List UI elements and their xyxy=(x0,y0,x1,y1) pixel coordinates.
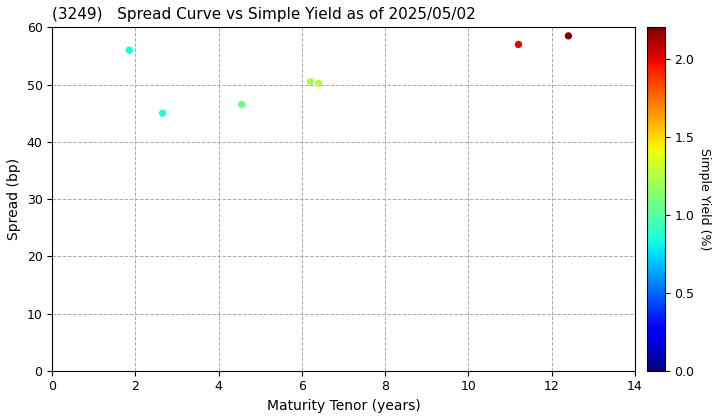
Point xyxy=(157,110,168,116)
Point xyxy=(562,32,574,39)
Point xyxy=(236,101,248,108)
Point xyxy=(313,80,325,87)
Y-axis label: Spread (bp): Spread (bp) xyxy=(7,158,21,240)
Y-axis label: Simple Yield (%): Simple Yield (%) xyxy=(698,148,711,250)
Point xyxy=(305,78,316,85)
Text: (3249)   Spread Curve vs Simple Yield as of 2025/05/02: (3249) Spread Curve vs Simple Yield as o… xyxy=(53,7,476,22)
X-axis label: Maturity Tenor (years): Maturity Tenor (years) xyxy=(266,399,420,413)
Point xyxy=(123,47,135,53)
Point xyxy=(513,41,524,48)
